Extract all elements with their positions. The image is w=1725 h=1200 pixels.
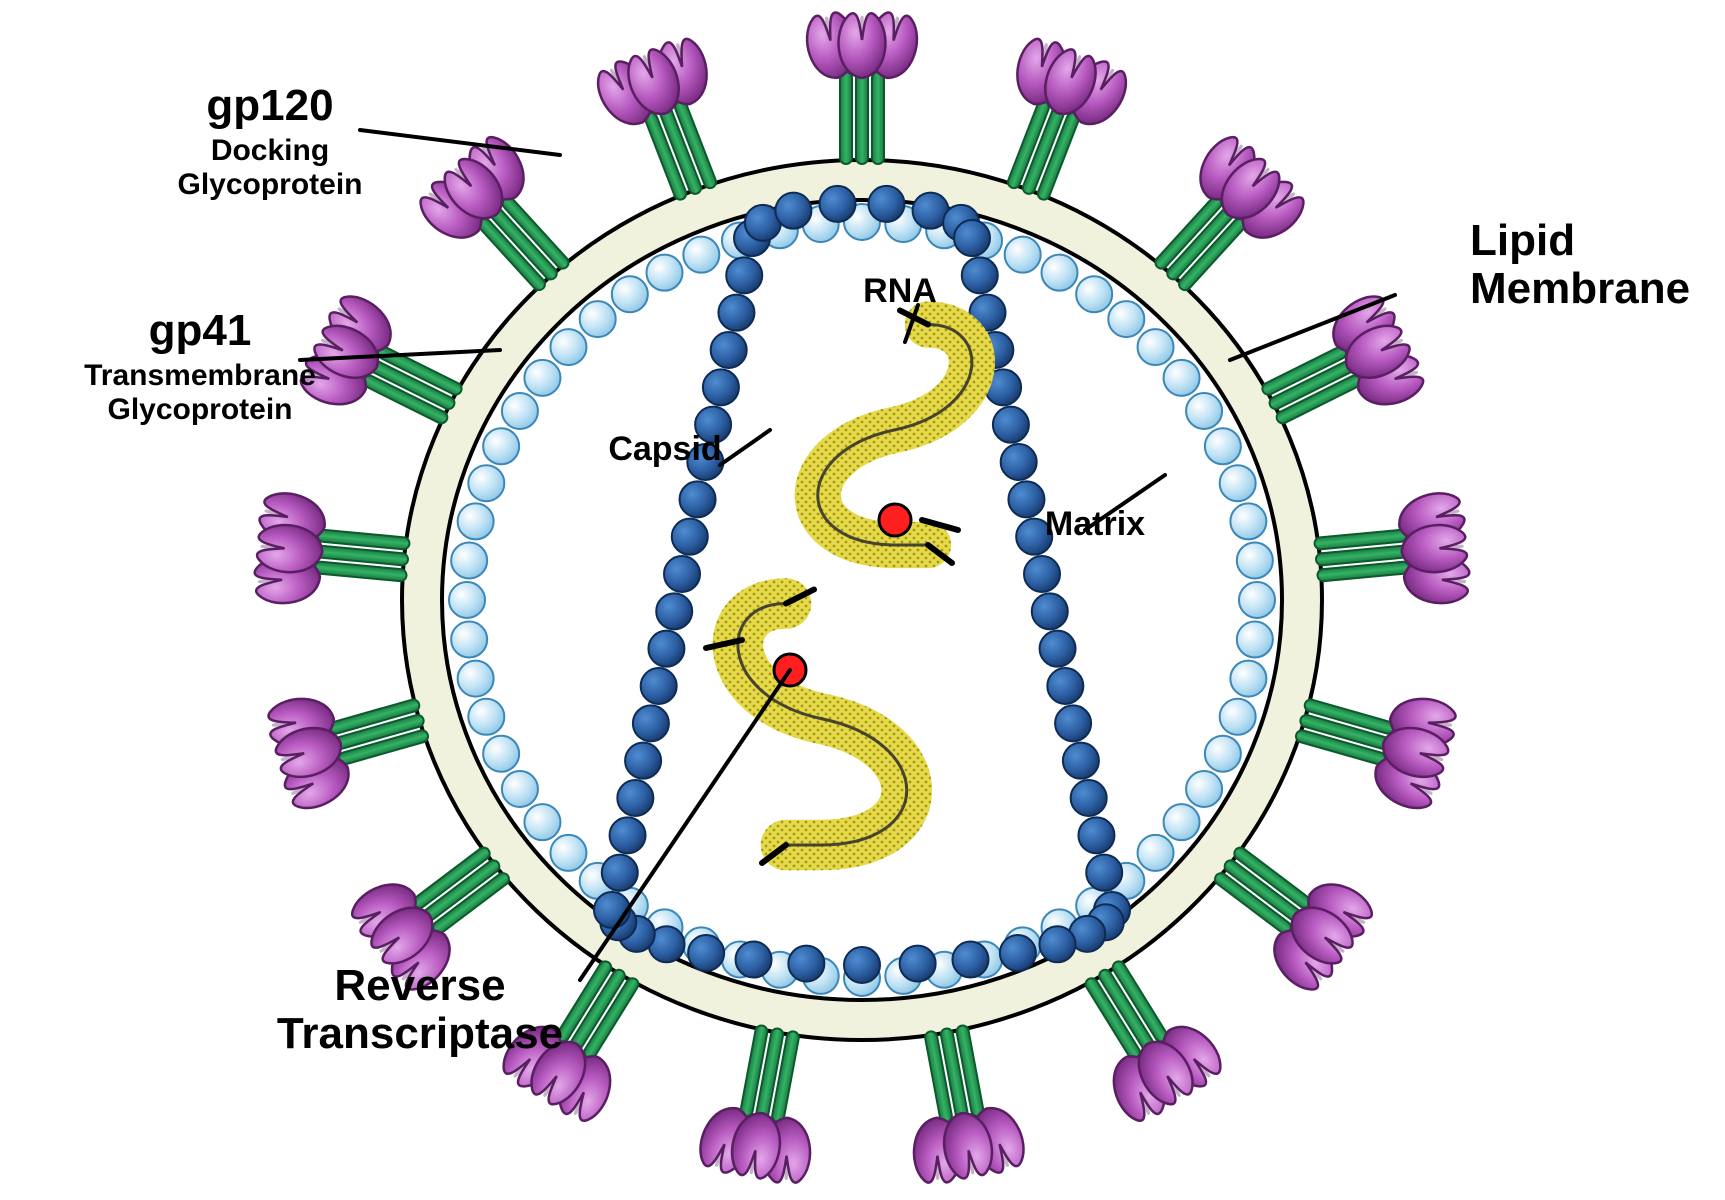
label-lipid-1: Lipid (1470, 216, 1575, 265)
label-rt-1: Reverse (334, 961, 505, 1010)
label-capsid: Capsid (608, 430, 721, 468)
label-rt-2: Transcriptase (277, 1009, 563, 1058)
label-matrix: Matrix (1045, 505, 1145, 543)
label-gp120-sub1: Docking (211, 134, 329, 167)
gp41-stalk (856, 72, 868, 164)
label-gp41-sub2: Glycoprotein (107, 393, 292, 426)
gp120-head (1392, 487, 1475, 612)
gp120-head (803, 10, 922, 82)
label-gp41-sub1: Transmembrane (84, 359, 316, 392)
label-lipid-2: Membrane (1470, 264, 1690, 313)
virus-diagram: gp120DockingGlycoproteingp41Transmembran… (0, 0, 1725, 1200)
label-rna: RNA (863, 272, 937, 310)
gp41-stalk (872, 72, 884, 164)
label-gp120-title: gp120 (206, 81, 333, 130)
label-gp120-sub2: Glycoprotein (177, 168, 362, 201)
gp41-stalk (840, 72, 852, 164)
gp120-head (249, 487, 332, 612)
reverse-transcriptase-dot (879, 504, 911, 536)
lipid-membrane (402, 160, 1322, 1040)
label-gp41-title: gp41 (149, 306, 252, 355)
